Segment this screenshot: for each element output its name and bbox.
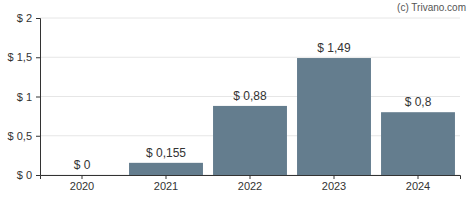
bars: [129, 58, 455, 175]
bar: [297, 58, 371, 175]
y-tick: $ 2: [17, 12, 40, 24]
data-label: $ 0: [74, 158, 91, 172]
bar: [129, 163, 203, 175]
y-tick-mark: [36, 136, 40, 137]
grid-line: [40, 18, 460, 19]
x-tick-mark: [334, 175, 335, 179]
data-label: $ 0,155: [146, 146, 186, 160]
y-tick-label: $ 0,5: [8, 130, 32, 142]
x-tick: 2024: [406, 175, 430, 192]
bar: [45, 175, 119, 176]
y-tick-mark: [36, 175, 40, 176]
x-tick-label: 2021: [154, 180, 178, 192]
x-tick-mark: [250, 175, 251, 179]
bar: [381, 112, 455, 175]
x-axis: 2020 2021 2022 2023 2024: [41, 175, 461, 192]
y-tick-mark: [36, 57, 40, 58]
x-tick-label: 2023: [322, 180, 346, 192]
chart: $ 0 $ 0,5 $ 1 $ 1,5 $ 2 2020 2021 2022 2023 2024 $…: [0, 0, 470, 200]
x-tick: 2022: [238, 175, 262, 192]
y-tick-label: $ 1,5: [8, 51, 32, 63]
bar: [213, 106, 287, 175]
y-tick-label: $ 1: [17, 91, 32, 103]
x-tick-mark: [82, 175, 83, 179]
y-tick-mark: [36, 97, 40, 98]
y-tick: $ 1,5: [8, 51, 40, 63]
y-tick: $ 1: [17, 91, 40, 103]
y-tick: $ 0: [17, 169, 40, 181]
y-tick-label: $ 2: [17, 12, 32, 24]
x-tick-label: 2022: [238, 180, 262, 192]
x-tick-label: 2020: [70, 180, 94, 192]
x-tick-label: 2024: [406, 180, 430, 192]
x-tick: 2020: [70, 175, 94, 192]
data-labels: $ 0 $ 0,155 $ 0,88 $ 1,49 $ 0,8: [74, 41, 432, 172]
y-tick-label: $ 0: [17, 169, 32, 181]
x-axis-line: [41, 176, 461, 180]
x-tick: 2023: [322, 175, 346, 192]
grid: [40, 18, 460, 175]
grid-line: [40, 57, 460, 58]
y-axis-line: [36, 19, 41, 176]
y-tick: $ 0,5: [8, 130, 40, 142]
annotation: (c) Trivano.com: [397, 2, 466, 13]
x-tick-mark: [418, 175, 419, 179]
data-label: $ 0,8: [405, 95, 432, 109]
x-tick: 2021: [154, 175, 178, 192]
plot: $ 0 $ 0,5 $ 1 $ 1,5 $ 2 2020 2021 2022 2023 2024 $…: [8, 12, 461, 192]
y-axis: $ 0 $ 0,5 $ 1 $ 1,5 $ 2: [8, 12, 41, 181]
data-label: $ 1,49: [317, 41, 351, 55]
y-tick-mark: [36, 18, 40, 19]
data-label: $ 0,88: [233, 89, 267, 103]
x-tick-mark: [166, 175, 167, 179]
